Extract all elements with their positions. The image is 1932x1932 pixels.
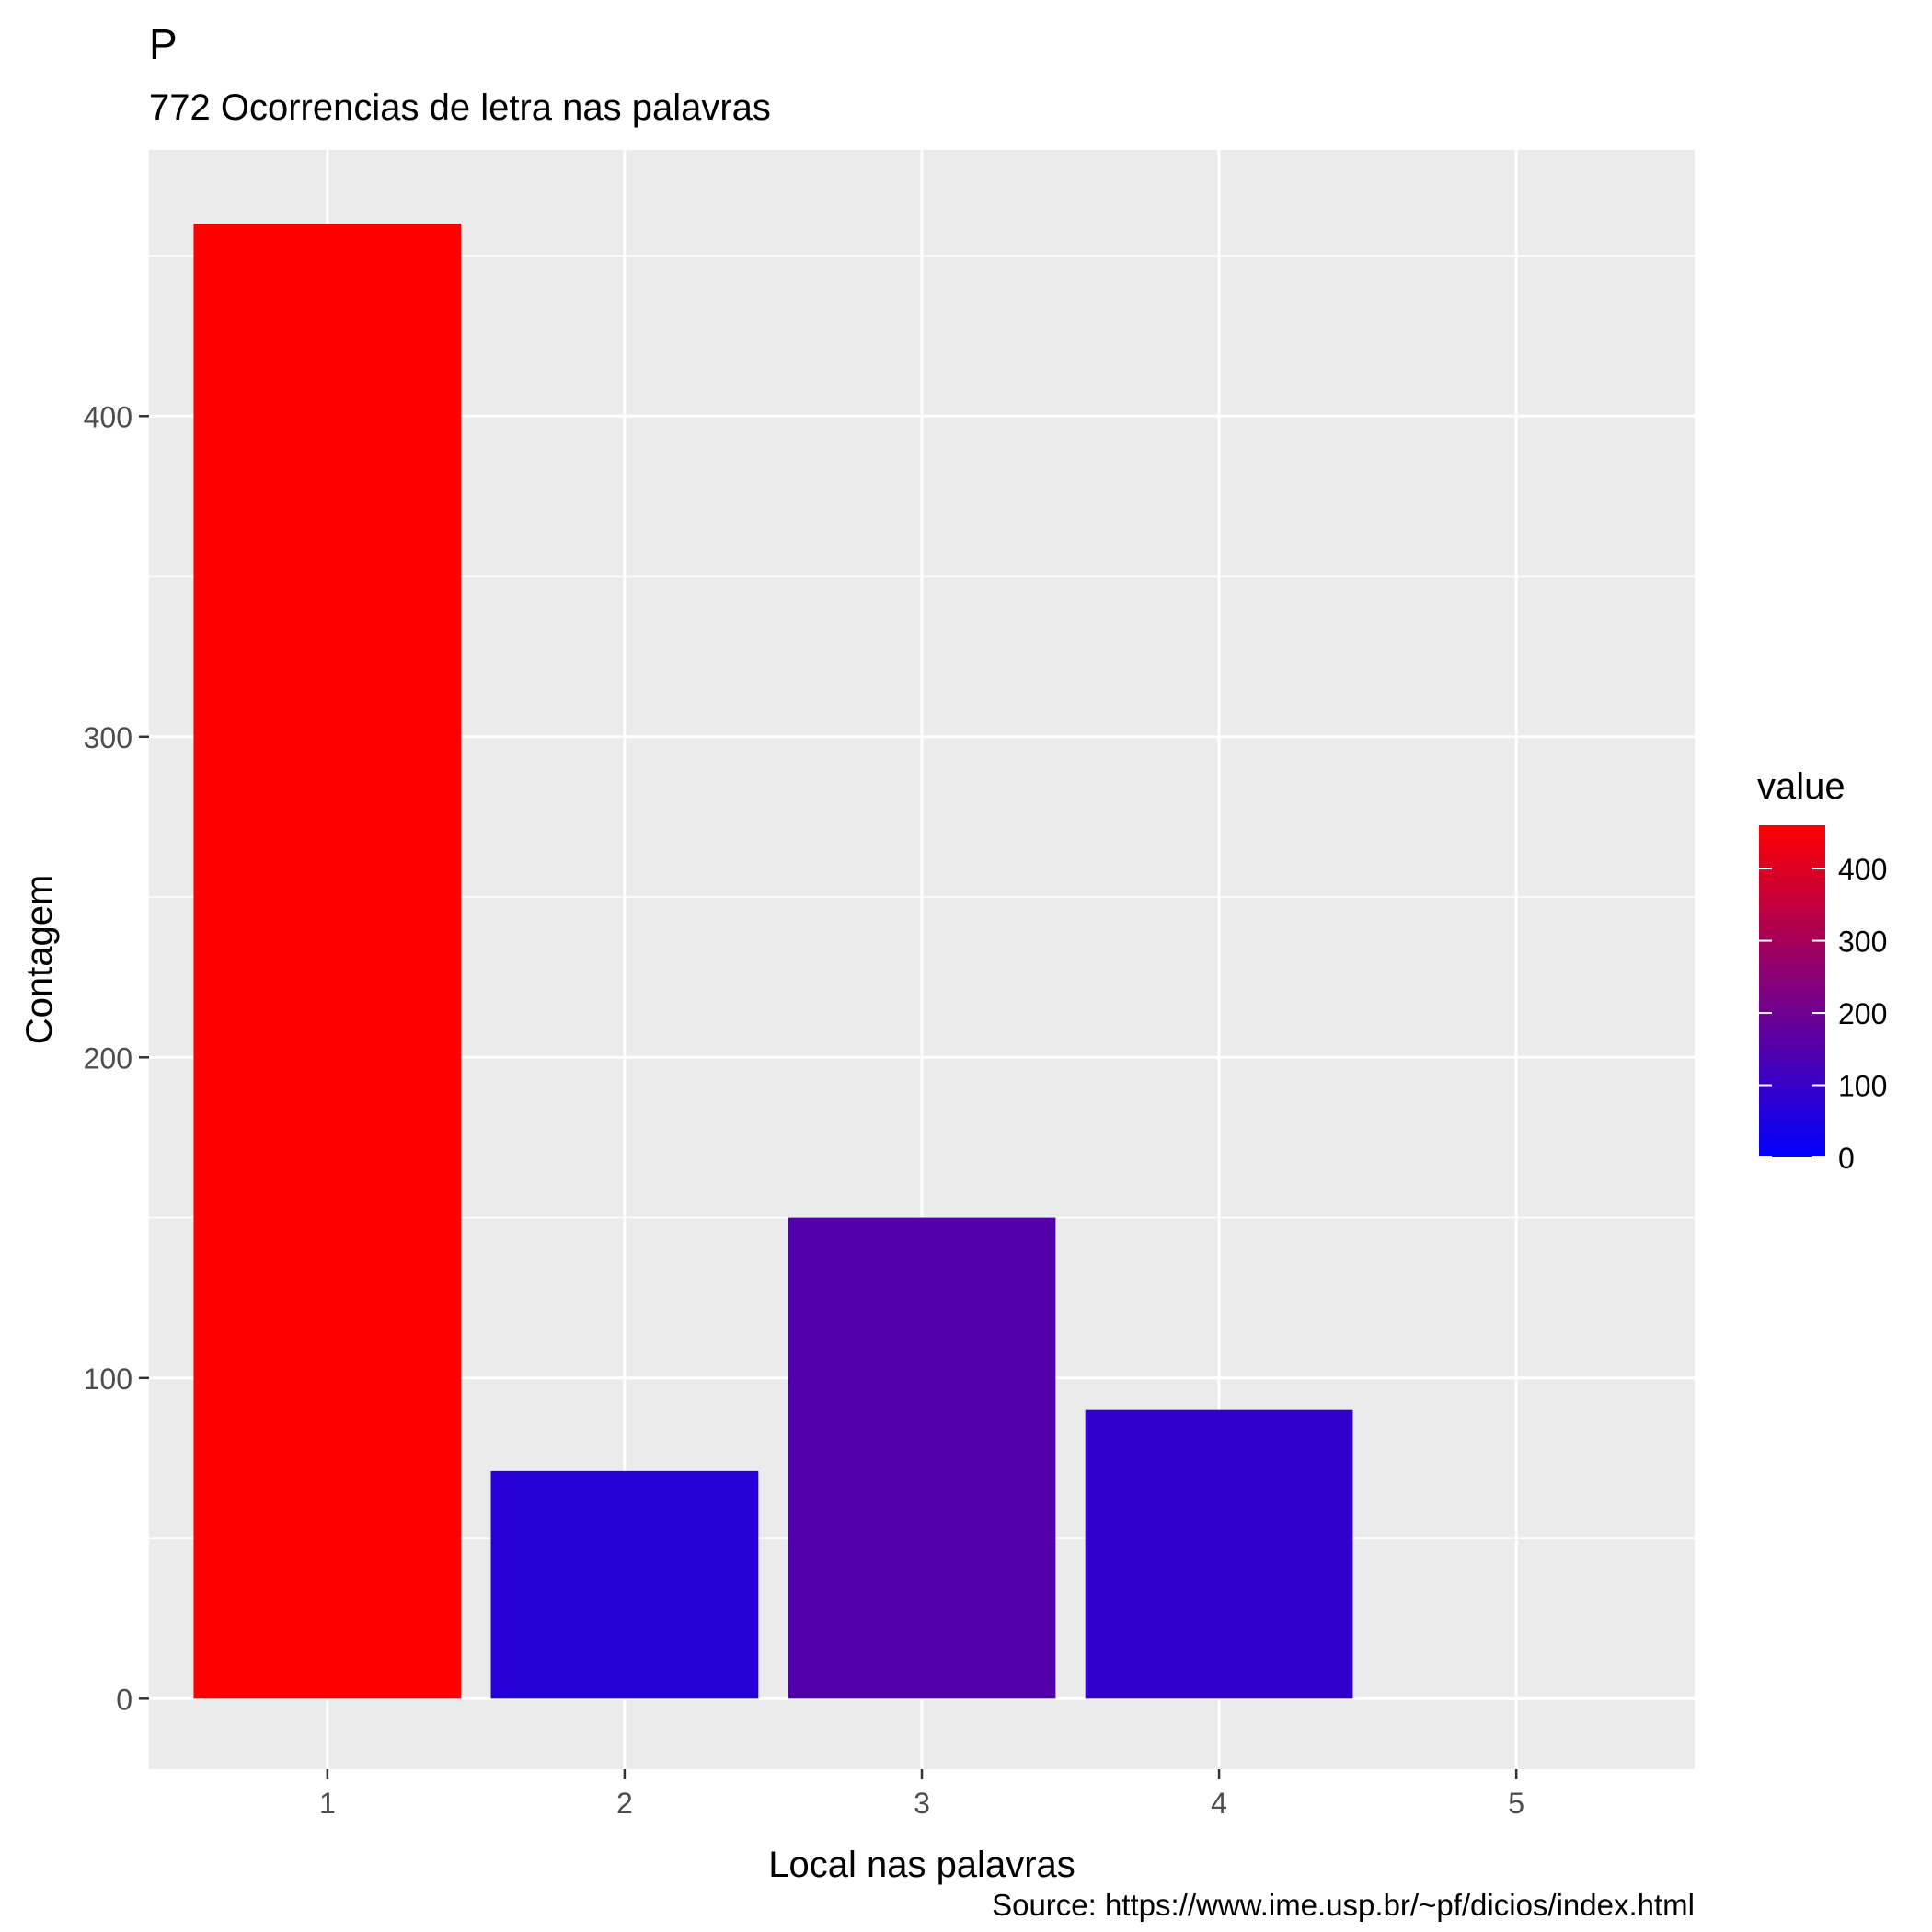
- fill-legend: value 0 100 200 300 400: [1757, 766, 1887, 1175]
- chart-subtitle: 772 Ocorrencias de letra nas palavras: [149, 87, 771, 128]
- x-tick-label: 5: [1508, 1787, 1524, 1820]
- legend-tick-label: 300: [1838, 926, 1887, 959]
- legend-tick-label: 100: [1838, 1070, 1887, 1103]
- x-tick-label: 3: [914, 1787, 930, 1820]
- x-tick-label: 2: [616, 1787, 633, 1820]
- bars: [193, 224, 1353, 1699]
- bar-2: [490, 1470, 759, 1699]
- bar-3: [788, 1217, 1056, 1699]
- legend-ticks: 0 100 200 300 400: [1759, 853, 1887, 1175]
- y-tick-label: 300: [84, 721, 132, 754]
- chart-caption: Source: https://www.ime.usp.br/~pf/dicio…: [992, 1888, 1695, 1922]
- legend-colorbar: [1759, 825, 1825, 1157]
- y-tick-label: 100: [84, 1363, 132, 1396]
- y-axis-label: Contagem: [19, 875, 60, 1045]
- bar-4: [1085, 1409, 1353, 1699]
- legend-tick-label: 200: [1838, 997, 1887, 1030]
- legend-title: value: [1757, 766, 1846, 807]
- x-axis: 1 2 3 4 5: [319, 1769, 1524, 1820]
- x-tick-label: 4: [1211, 1787, 1227, 1820]
- y-tick-label: 200: [84, 1041, 132, 1075]
- x-tick-label: 1: [319, 1787, 336, 1820]
- x-axis-label: Local nas palavras: [768, 1845, 1075, 1885]
- legend-tick-label: 400: [1838, 853, 1887, 886]
- legend-tick-label: 0: [1838, 1142, 1855, 1175]
- bar-1: [193, 224, 462, 1699]
- y-tick-label: 0: [116, 1683, 132, 1716]
- chart-title: P: [149, 20, 178, 68]
- y-axis: 0 100 200 300 400: [84, 400, 149, 1716]
- y-tick-label: 400: [84, 400, 132, 433]
